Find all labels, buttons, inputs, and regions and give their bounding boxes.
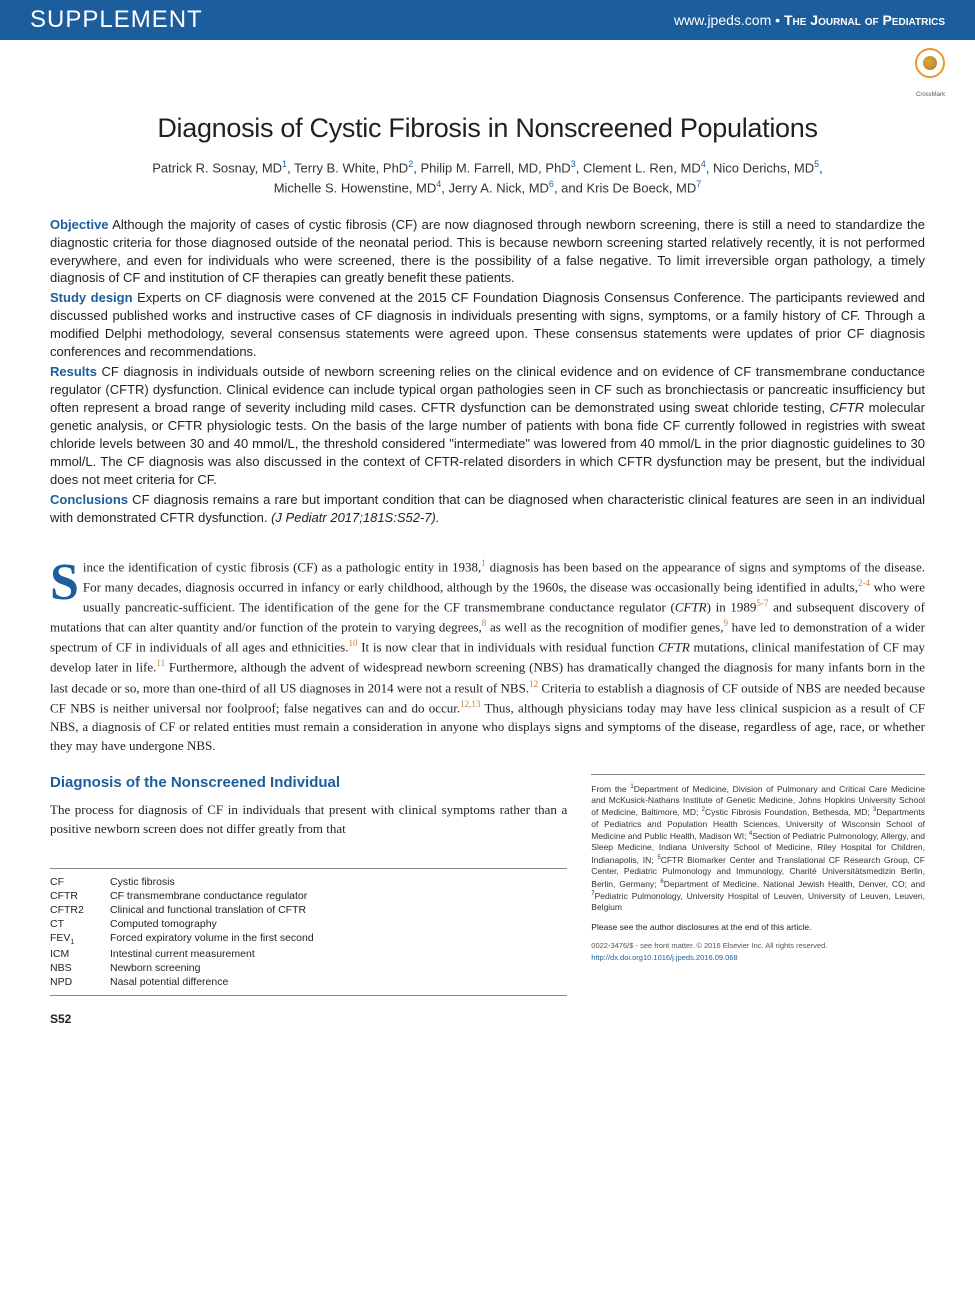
table-row: CFTR2Clinical and functional translation… bbox=[50, 903, 328, 917]
intro-paragraph: Since the identification of cystic fibro… bbox=[50, 557, 925, 756]
abstract-objective: Objective Although the majority of cases… bbox=[50, 216, 925, 288]
section-heading: Diagnosis of the Nonscreened Individual bbox=[50, 774, 567, 791]
copyright: 0022-3476/$ - see front matter. © 2016 E… bbox=[591, 941, 925, 951]
body-intro: Since the identification of cystic fibro… bbox=[0, 539, 975, 756]
journal-title: The Journal of Pediatrics bbox=[784, 12, 945, 28]
table-row: NPDNasal potential difference bbox=[50, 975, 328, 989]
table-row: ICMIntestinal current measurement bbox=[50, 947, 328, 961]
table-row: CFCystic fibrosis bbox=[50, 875, 328, 889]
abstract-conclusions: Conclusions CF diagnosis remains a rare … bbox=[50, 491, 925, 527]
right-column: From the 1Department of Medicine, Divisi… bbox=[591, 774, 925, 997]
section-text: The process for diagnosis of CF in indiv… bbox=[50, 801, 567, 839]
table-row: CTComputed tomography bbox=[50, 917, 328, 931]
journal-name: www.jpeds.com • The Journal of Pediatric… bbox=[674, 12, 945, 28]
abbreviations-table: CFCystic fibrosisCFTRCF transmembrane co… bbox=[50, 875, 328, 989]
lower-columns: Diagnosis of the Nonscreened Individual … bbox=[0, 756, 975, 997]
doi-link[interactable]: http://dx.doi.org10.1016/j.jpeds.2016.09… bbox=[591, 953, 925, 962]
abstract: Objective Although the majority of cases… bbox=[0, 216, 975, 539]
abstract-results: Results CF diagnosis in individuals outs… bbox=[50, 363, 925, 489]
journal-header: SUPPLEMENT www.jpeds.com • The Journal o… bbox=[0, 0, 975, 40]
table-row: CFTRCF transmembrane conductance regulat… bbox=[50, 889, 328, 903]
table-row: NBSNewborn screening bbox=[50, 961, 328, 975]
page-number: S52 bbox=[0, 996, 975, 1044]
abbreviations-box: CFCystic fibrosisCFTRCF transmembrane co… bbox=[50, 868, 567, 996]
disclosure: Please see the author disclosures at the… bbox=[591, 922, 925, 933]
crossmark-badge[interactable]: CrossMark bbox=[0, 40, 975, 105]
left-column: Diagnosis of the Nonscreened Individual … bbox=[50, 774, 567, 997]
supplement-label: SUPPLEMENT bbox=[30, 6, 203, 34]
abstract-study-design: Study design Experts on CF diagnosis wer… bbox=[50, 289, 925, 361]
affiliations: From the 1Department of Medicine, Divisi… bbox=[591, 783, 925, 914]
crossmark-icon bbox=[915, 48, 945, 78]
article-title: Diagnosis of Cystic Fibrosis in Nonscree… bbox=[0, 105, 975, 158]
authors-list: Patrick R. Sosnay, MD1, Terry B. White, … bbox=[0, 158, 975, 216]
journal-url[interactable]: www.jpeds.com bbox=[674, 12, 771, 28]
table-row: FEV1Forced expiratory volume in the firs… bbox=[50, 931, 328, 947]
